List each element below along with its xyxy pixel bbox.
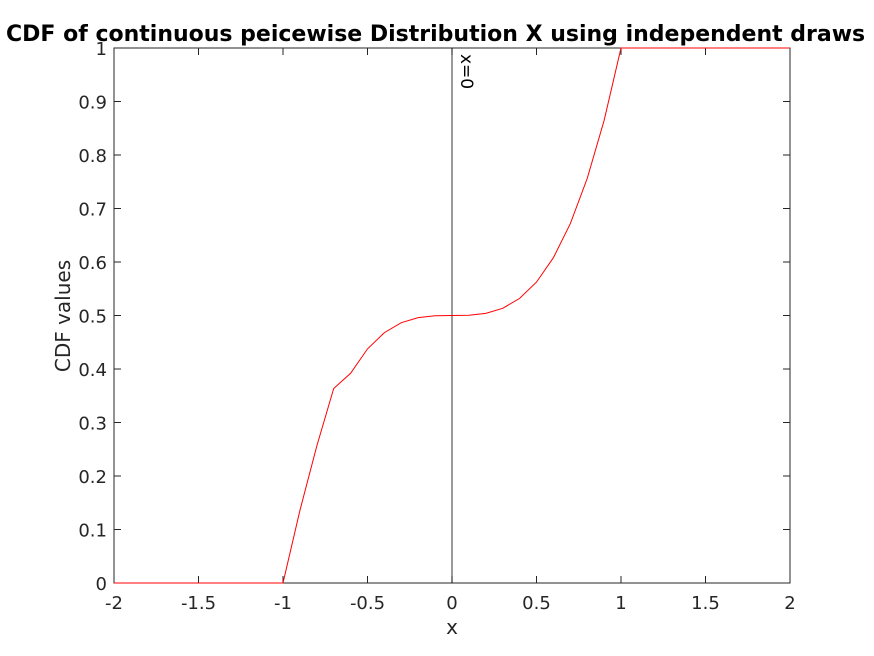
chart-title: CDF of continuous peicewise Distribution… <box>6 22 865 47</box>
x-tick-label: 0.5 <box>522 593 551 614</box>
zero-line-label: x=0 <box>456 54 476 89</box>
y-tick-label: 0.2 <box>78 467 107 488</box>
x-axis: -2 -1.5 -1 -0.5 0 0.5 1 1.5 2 <box>105 48 796 614</box>
x-tick-label: -1.5 <box>181 593 216 614</box>
y-tick-label: 0.7 <box>78 200 107 221</box>
x-axis-label: x <box>446 615 458 639</box>
y-axis: 0 0.1 0.2 0.3 0.4 0.5 0.6 0.7 0.8 0.9 1 <box>78 39 790 595</box>
x-tick-label: 1.5 <box>691 593 720 614</box>
y-axis-label: CDF values <box>51 260 75 372</box>
x-tick-label: 2 <box>784 593 795 614</box>
x-tick-label: 1 <box>615 593 626 614</box>
cdf-series-line <box>114 47 790 584</box>
y-tick-label: 0 <box>96 574 107 595</box>
y-tick-label: 0.4 <box>78 360 107 381</box>
x-tick-label: -2 <box>105 593 123 614</box>
x-tick-label: -1 <box>274 593 292 614</box>
y-tick-label: 0.1 <box>78 521 107 542</box>
y-tick-label: 0.9 <box>78 93 107 114</box>
y-tick-label: 0.8 <box>78 146 107 167</box>
y-tick-label: 0.6 <box>78 253 107 274</box>
x-tick-label: -0.5 <box>350 593 385 614</box>
y-tick-label: 0.3 <box>78 414 107 435</box>
y-tick-label: 1 <box>96 39 107 60</box>
y-tick-label: 0.5 <box>78 307 107 328</box>
x-tick-label: 0 <box>446 593 457 614</box>
